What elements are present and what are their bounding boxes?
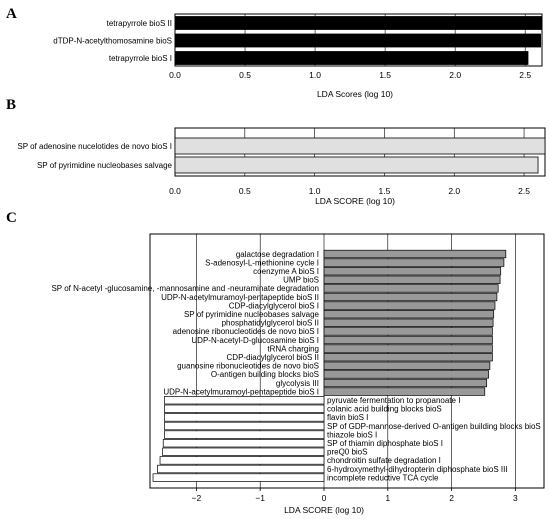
bar	[152, 473, 325, 482]
x-tick-label: 2.0	[449, 70, 461, 80]
bar	[323, 284, 499, 293]
category-label: incomplete reductive TCA cycle	[327, 473, 439, 482]
x-tick-label: 2	[449, 493, 454, 503]
x-tick-label: 1.5	[379, 70, 391, 80]
bar	[174, 33, 541, 48]
bar	[159, 456, 325, 465]
bar	[174, 137, 546, 155]
bar	[323, 327, 493, 336]
x-tick-label: 1.5	[379, 186, 391, 196]
bar	[323, 275, 501, 284]
x-tick-label: 3	[513, 493, 518, 503]
category-label: SP of adenosine nucelotides de novo bioS…	[17, 142, 172, 151]
bar	[323, 249, 507, 259]
category-label: preQ0 bioS	[327, 448, 367, 457]
category-label: glycolysis III	[276, 379, 319, 388]
x-tick-label: 0.5	[239, 186, 251, 196]
panel-a-xlabel: LDA Scores (log 10)	[317, 89, 393, 99]
bar	[323, 318, 494, 327]
bar	[323, 344, 493, 353]
category-label: guanosine ribonucleotides de novo bioS	[177, 362, 319, 371]
bar	[164, 404, 325, 413]
x-tick-label: 1.0	[309, 70, 321, 80]
category-label: thiazole bioS I	[327, 430, 377, 439]
bar	[323, 387, 486, 396]
x-tick-label: 1	[385, 493, 390, 503]
category-label: UDP-N-acetyl-D-glucosamine bioS I	[191, 336, 319, 345]
panel-c-xlabel: LDA SCORE (log 10)	[284, 505, 364, 515]
category-label: coenzyme A bioS I	[253, 267, 319, 276]
category-label: chondroitin sulfate degradation I	[327, 456, 441, 465]
panel-c-chart: galactose degradation IS-adenosyl-L-meth…	[51, 233, 545, 515]
bar	[323, 292, 498, 302]
category-label: S-adenosyl-L-methionine cycle I	[205, 258, 319, 267]
x-tick-label: 2.5	[519, 70, 531, 80]
category-label: UMP bioS	[283, 276, 319, 285]
bar	[323, 310, 495, 319]
x-tick-label: 2.0	[448, 186, 460, 196]
bar	[174, 51, 529, 65]
bar	[323, 301, 496, 310]
bar	[323, 335, 493, 345]
category-label: adenosine ribonucleotides de novo bioS I	[173, 327, 319, 336]
category-label: SP of pyrimidine nucleobases salvage	[184, 310, 320, 319]
bar	[157, 464, 325, 474]
category-label: SP of pyrimidine nucleobases salvage	[37, 161, 173, 170]
category-label: galactose degradation I	[236, 250, 319, 259]
x-tick-label: 0.5	[239, 70, 251, 80]
category-label: pyruvate fermentation to propanoate I	[327, 396, 460, 405]
category-label: SP of GDP-mannose-derived O-antigen buil…	[327, 422, 541, 431]
x-tick-label: 0	[322, 493, 327, 503]
category-label: tetrapyrrole bioS I	[109, 54, 172, 63]
category-label: UDP-N-acetylmuramoyl-pentapeptide bioS I	[163, 387, 319, 396]
bar	[162, 439, 325, 448]
bar	[323, 267, 502, 276]
category-label: 6-hydroxymethyl-dihydropterin diphosphat…	[327, 465, 508, 474]
bar	[164, 421, 325, 431]
panel-b-chart: SP of adenosine nucelotides de novo bioS…	[17, 127, 546, 206]
bar	[162, 447, 325, 456]
bar	[174, 16, 543, 30]
category-label: O-antigen building blocks bioS	[211, 370, 319, 379]
bar	[164, 413, 325, 422]
bar	[174, 156, 539, 174]
bar	[323, 353, 493, 362]
bar	[323, 378, 488, 388]
bar	[164, 430, 325, 439]
category-label: flavin bioS I	[327, 413, 368, 422]
panel-c-frame	[149, 233, 545, 489]
panel-b-xlabel: LDA SCORE (log 10)	[315, 196, 395, 206]
category-label: phosphatidylglycerol bioS II	[222, 319, 319, 328]
bar	[323, 361, 491, 370]
x-tick-label: 2.5	[518, 186, 530, 196]
panel-label-a: A	[6, 6, 17, 22]
category-label: SP of thiamin diphosphate bioS I	[327, 439, 443, 448]
x-tick-label: 1.0	[309, 186, 321, 196]
panel-a-chart: tetrapyrrole bioS II dTDP-N-acetylthomosa…	[53, 13, 543, 99]
category-label: dTDP-N-acetylthomosamine bioS	[53, 37, 172, 46]
x-tick-label: −2	[192, 493, 202, 503]
category-label: tetrapyrrole bioS II	[107, 19, 172, 28]
category-label: CDP-diacylglycerol bioS I	[229, 301, 319, 310]
bar	[323, 258, 505, 267]
category-label: CDP-diacylglycerol bioS II	[227, 353, 319, 362]
panel-label-c: C	[6, 210, 17, 226]
x-tick-label: 0.0	[169, 186, 181, 196]
panel-label-b: B	[6, 97, 16, 113]
x-tick-label: −1	[255, 493, 265, 503]
category-label: tRNA charging	[267, 344, 319, 353]
bar	[323, 370, 489, 379]
bar	[164, 396, 325, 405]
x-tick-label: 0.0	[169, 70, 181, 80]
category-label: SP of N-acetyl -glucosamine, -mannosamin…	[51, 284, 319, 293]
category-label: UDP-N-acetylmuramoyl-pentapeptide bioS I…	[161, 293, 319, 302]
category-label: colanic acid building blocks bioS	[327, 405, 442, 414]
